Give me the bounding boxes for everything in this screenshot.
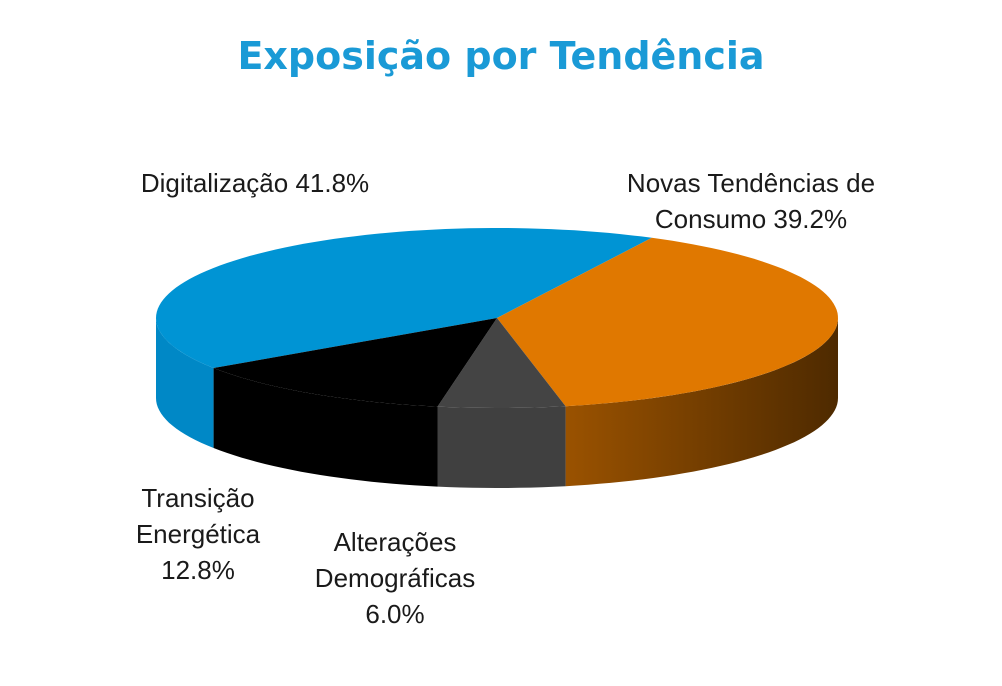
label-name: Transição Energética (135, 483, 261, 549)
slice-top (213, 318, 497, 407)
slice-top (156, 228, 652, 368)
label-value: 6.0% (365, 599, 425, 629)
chart-title: Exposição por Tendência (237, 34, 765, 78)
label-name: Digitalização (140, 168, 289, 198)
slice-label: Novas Tendências de Consumo 39.2% (596, 165, 906, 237)
slice-label: Digitalização 41.8% (105, 165, 405, 201)
label-value: 41.8% (295, 168, 370, 198)
slice-label: Transição Energética 12.8% (108, 480, 288, 588)
slice-label: Alterações Demográficas 6.0% (290, 524, 500, 632)
slice-side (156, 318, 214, 448)
slice-side (565, 318, 838, 487)
slice-top (497, 237, 838, 407)
slice-side (213, 368, 438, 487)
label-name: Alterações Demográficas (314, 527, 476, 593)
label-value: 39.2% (773, 204, 848, 234)
slice-side (437, 406, 566, 488)
slice-top (437, 318, 566, 408)
label-name: Novas Tendências de Consumo (626, 168, 876, 234)
label-value: 12.8% (161, 555, 235, 585)
